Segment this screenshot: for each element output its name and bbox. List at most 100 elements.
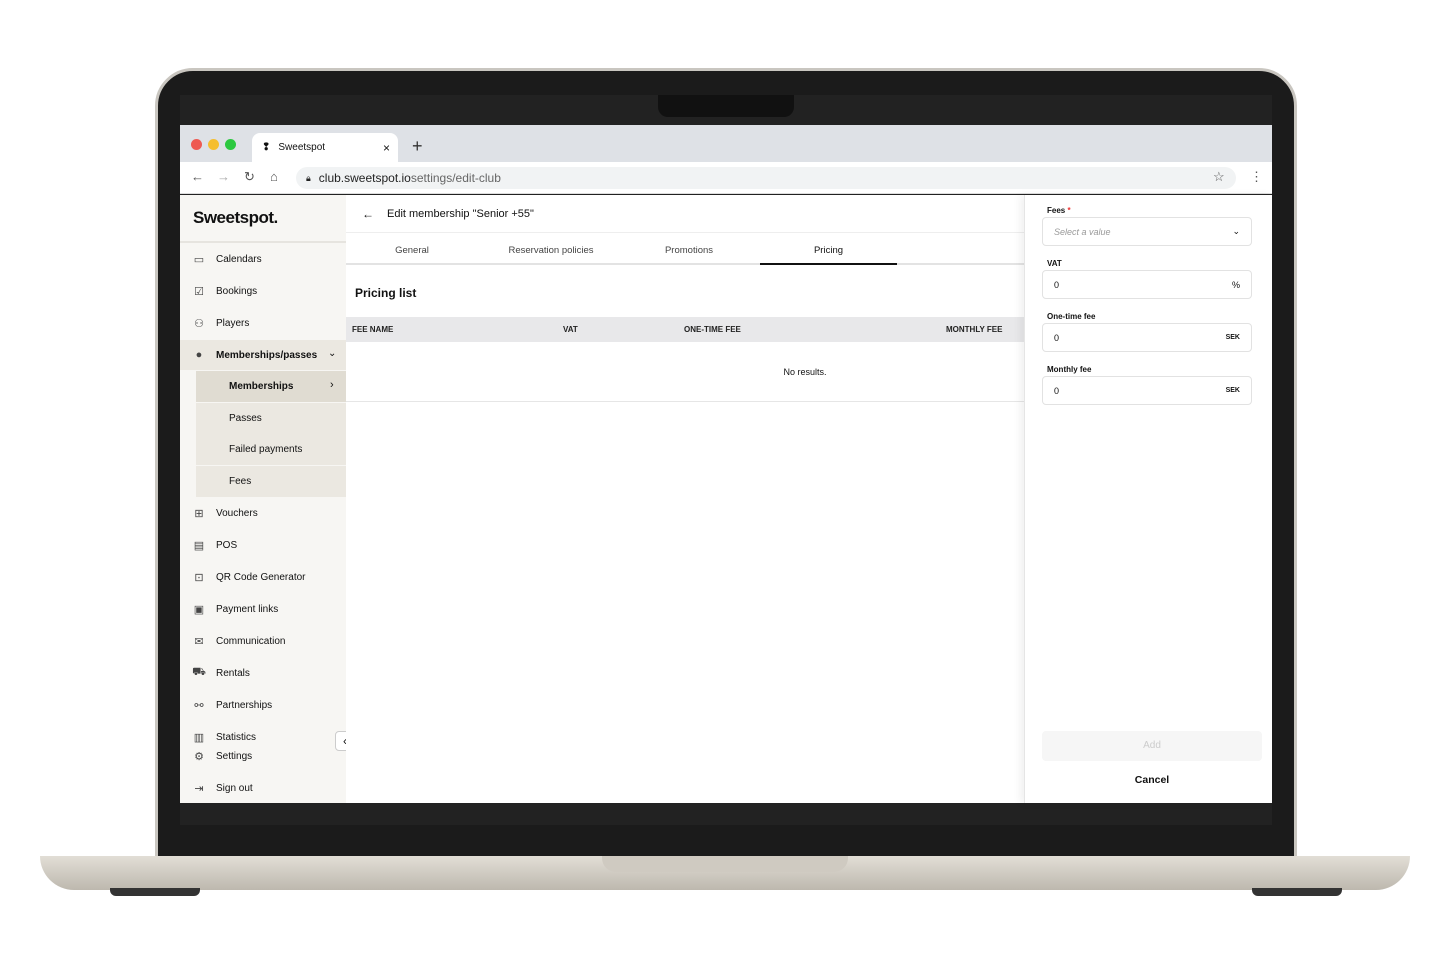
tab-promotions[interactable]: Promotions bbox=[664, 245, 714, 256]
sidebar-subitem-label: Memberships bbox=[229, 381, 294, 392]
maximize-window-button[interactable] bbox=[225, 139, 236, 150]
add-button[interactable]: Add bbox=[1042, 731, 1262, 761]
fees-select[interactable]: Select a value ⌄ bbox=[1042, 217, 1252, 246]
tab-general[interactable]: General bbox=[395, 245, 429, 256]
cancel-button[interactable]: Cancel bbox=[1134, 774, 1170, 786]
browser-tab[interactable]: ❢ Sweetspot × bbox=[252, 133, 398, 162]
players-icon: ⚇ bbox=[194, 317, 204, 330]
sidebar-item-settings[interactable]: ⚙ Settings bbox=[180, 741, 346, 771]
logo: Sweetspot. bbox=[193, 208, 278, 227]
sidebar-subitem-failed-payments[interactable]: Failed payments bbox=[196, 434, 346, 465]
minimize-window-button[interactable] bbox=[208, 139, 219, 150]
main-content bbox=[346, 195, 1024, 803]
one-time-fee-input[interactable]: 0 SEK bbox=[1042, 323, 1252, 352]
foot bbox=[1252, 888, 1342, 896]
table-header bbox=[346, 317, 1024, 342]
sidebar-item-calendars[interactable]: ▭ Calendars bbox=[180, 244, 346, 274]
sidebar-item-statistics[interactable]: ▥ Statistics bbox=[180, 722, 346, 752]
sidebar-item-label: Bookings bbox=[216, 285, 258, 297]
sidebar-item-label: Partnerships bbox=[216, 699, 273, 711]
pricing-list-title: Pricing list bbox=[355, 286, 417, 300]
lock-icon: 🔒︎ bbox=[306, 172, 311, 183]
check-badge-icon: ● bbox=[195, 349, 203, 361]
url-host: club.sweetspot.io bbox=[318, 171, 411, 185]
tab-title: Sweetspot bbox=[278, 142, 326, 153]
sidebar-item-label: Communication bbox=[216, 635, 286, 647]
sidebar-item-rentals[interactable]: ⛟ Rentals bbox=[180, 658, 346, 688]
fees-placeholder: Select a value bbox=[1054, 226, 1111, 237]
one-time-fee-label: One-time fee bbox=[1047, 312, 1096, 321]
handshake-icon: ⚯ bbox=[194, 699, 204, 712]
monthly-fee-value: 0 bbox=[1054, 385, 1060, 396]
close-tab-icon[interactable]: × bbox=[382, 140, 390, 155]
sidebar-item-vouchers[interactable]: ⊞ Vouchers bbox=[180, 498, 346, 528]
column-monthly-fee: MONTHLY FEE bbox=[946, 325, 1003, 334]
bookmark-star-icon[interactable]: ☆ bbox=[1213, 169, 1225, 184]
sidebar-item-sign-out[interactable]: ⇥ Sign out bbox=[180, 773, 346, 803]
sweetspot-favicon-icon: ❢ bbox=[262, 142, 271, 153]
currency-unit: SEK bbox=[1225, 334, 1240, 341]
sidebar-subitem-label: Passes bbox=[229, 412, 262, 424]
sidebar-item-label: Rentals bbox=[216, 667, 250, 679]
sidebar-subitem-fees[interactable]: Fees bbox=[196, 465, 346, 497]
sidebar-item-pos[interactable]: ▤ POS bbox=[180, 530, 346, 560]
close-window-button[interactable] bbox=[191, 139, 202, 150]
qr-icon: ⊡ bbox=[194, 571, 204, 584]
percent-unit: % bbox=[1231, 279, 1240, 290]
base-groove bbox=[602, 856, 848, 872]
divider bbox=[346, 401, 1024, 402]
sidebar-item-label: Payment links bbox=[216, 603, 279, 615]
register-icon: ▤ bbox=[193, 539, 205, 552]
sidebar-item-qr-code-generator[interactable]: ⊡ QR Code Generator bbox=[180, 562, 346, 592]
sidebar-item-communication[interactable]: ✉ Communication bbox=[180, 626, 346, 656]
sidebar-subitem-memberships[interactable]: Memberships bbox=[196, 371, 346, 402]
divider bbox=[346, 232, 1024, 233]
chevron-down-icon: ⌄ bbox=[1232, 226, 1240, 236]
home-icon[interactable]: ⌂ bbox=[270, 169, 278, 184]
vat-label: VAT bbox=[1047, 259, 1062, 268]
camera-notch bbox=[658, 95, 794, 117]
sidebar-item-bookings[interactable]: ☑ Bookings bbox=[180, 276, 346, 306]
sidebar-item-label: QR Code Generator bbox=[216, 571, 306, 583]
sidebar-item-players[interactable]: ⚇ Players bbox=[180, 308, 346, 338]
required-marker: * bbox=[1067, 206, 1071, 215]
back-arrow-icon[interactable]: ← bbox=[362, 207, 374, 221]
tabs-underline bbox=[346, 263, 1024, 265]
sidebar-subitem-label: Failed payments bbox=[229, 444, 303, 455]
back-icon[interactable]: ← bbox=[191, 169, 204, 184]
chevron-down-icon[interactable]: ⌄ bbox=[328, 348, 337, 359]
url-field[interactable]: 🔒︎ club.sweetspot.iosettings/edit-club bbox=[296, 167, 1236, 189]
column-vat: VAT bbox=[563, 325, 578, 334]
sidebar-item-label: Statistics bbox=[216, 731, 257, 743]
forward-icon[interactable]: → bbox=[217, 169, 230, 184]
sidebar-item-label: Sign out bbox=[216, 782, 253, 794]
calendar-icon: ▭ bbox=[193, 253, 205, 266]
currency-unit: SEK bbox=[1225, 387, 1240, 394]
gear-icon: ⚙ bbox=[194, 750, 204, 763]
chart-icon: ▥ bbox=[193, 731, 205, 744]
gift-icon: ⊞ bbox=[194, 507, 204, 520]
monthly-fee-input[interactable]: 0 SEK bbox=[1042, 376, 1252, 405]
reload-icon[interactable]: ↻ bbox=[244, 169, 255, 184]
foot bbox=[110, 888, 200, 896]
sidebar-item-label: Memberships/passes bbox=[216, 349, 318, 361]
empty-state: No results. bbox=[346, 367, 1264, 377]
sidebar-item-payment-links[interactable]: ▣ Payment links bbox=[180, 594, 346, 624]
vat-input[interactable]: 0% bbox=[1042, 270, 1252, 299]
vat-value: 0 bbox=[1054, 279, 1060, 290]
tab-pricing[interactable]: Pricing bbox=[760, 245, 897, 265]
new-tab-icon[interactable]: + bbox=[412, 136, 423, 156]
chevron-right-icon: › bbox=[330, 379, 334, 391]
sidebar-item-label: Vouchers bbox=[216, 507, 258, 519]
fees-label: Fees * bbox=[1047, 206, 1071, 215]
page-title: Edit membership "Senior +55" bbox=[387, 208, 534, 220]
sidebar-item-memberships-passes[interactable]: ● Memberships/passes bbox=[180, 340, 346, 370]
add-fee-panel bbox=[1024, 195, 1272, 803]
cart-icon: ⛟ bbox=[192, 666, 206, 678]
sidebar-subitem-passes[interactable]: Passes bbox=[196, 402, 346, 434]
browser-menu-icon[interactable]: ⋮ bbox=[1250, 169, 1263, 184]
tab-reservation-policies[interactable]: Reservation policies bbox=[508, 245, 594, 256]
no-results-text: No results. bbox=[783, 367, 827, 377]
mail-icon: ✉ bbox=[194, 635, 204, 648]
sidebar-item-partnerships[interactable]: ⚯ Partnerships bbox=[180, 690, 346, 720]
